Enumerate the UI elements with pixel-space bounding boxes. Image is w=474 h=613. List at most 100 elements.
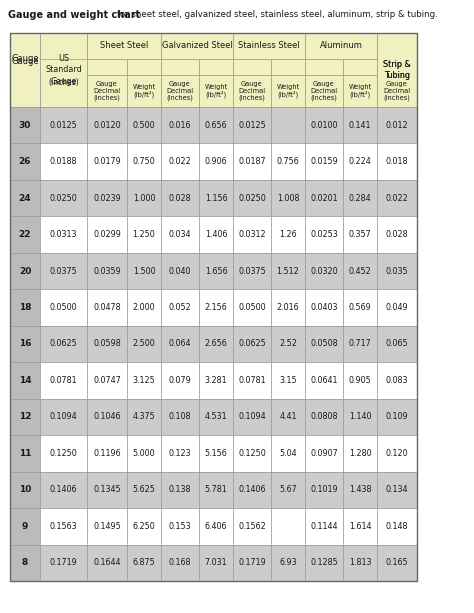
- Text: 0.1345: 0.1345: [93, 485, 121, 494]
- Bar: [87, 362, 127, 398]
- Text: 0.134: 0.134: [386, 485, 408, 494]
- Text: 0.1250: 0.1250: [50, 449, 77, 458]
- Bar: [233, 435, 271, 471]
- Bar: [271, 471, 305, 508]
- Bar: [271, 216, 305, 253]
- Text: Weight
(lb/ft²): Weight (lb/ft²): [276, 83, 300, 98]
- Text: 2.52: 2.52: [279, 340, 297, 349]
- Text: 0.1094: 0.1094: [238, 413, 266, 421]
- Bar: [40, 362, 87, 398]
- Bar: [199, 107, 233, 143]
- Bar: [271, 435, 305, 471]
- Bar: [305, 216, 343, 253]
- Bar: [10, 398, 40, 435]
- Bar: [161, 508, 199, 544]
- Text: 3.125: 3.125: [133, 376, 155, 385]
- Text: 1.813: 1.813: [349, 558, 371, 567]
- Bar: [40, 59, 87, 107]
- Text: 0.016: 0.016: [169, 121, 191, 130]
- Bar: [343, 471, 377, 508]
- Bar: [233, 59, 271, 75]
- Text: 0.1250: 0.1250: [238, 449, 266, 458]
- Bar: [161, 216, 199, 253]
- Text: 30: 30: [19, 121, 31, 130]
- Text: 0.034: 0.034: [169, 230, 191, 239]
- Bar: [377, 216, 417, 253]
- Bar: [127, 508, 161, 544]
- Text: 0.109: 0.109: [386, 413, 408, 421]
- Bar: [199, 435, 233, 471]
- Bar: [10, 33, 417, 581]
- Bar: [271, 75, 305, 107]
- Bar: [87, 59, 127, 75]
- Bar: [305, 33, 377, 59]
- Text: 2.656: 2.656: [205, 340, 228, 349]
- Text: 1.140: 1.140: [349, 413, 371, 421]
- Text: 0.1495: 0.1495: [93, 522, 121, 531]
- Bar: [377, 33, 417, 107]
- Bar: [161, 289, 199, 326]
- Text: 14: 14: [18, 376, 31, 385]
- Bar: [87, 289, 127, 326]
- Bar: [305, 471, 343, 508]
- Bar: [87, 398, 127, 435]
- Bar: [343, 180, 377, 216]
- Bar: [233, 544, 271, 581]
- Text: 0.0375: 0.0375: [238, 267, 266, 276]
- Bar: [161, 59, 199, 75]
- Text: 0.0250: 0.0250: [238, 194, 266, 203]
- Bar: [377, 362, 417, 398]
- Text: 11: 11: [19, 449, 31, 458]
- Bar: [343, 107, 377, 143]
- Text: Weight
(lb/ft²): Weight (lb/ft²): [132, 83, 155, 98]
- Bar: [343, 253, 377, 289]
- Text: 0.052: 0.052: [169, 303, 191, 312]
- Bar: [87, 75, 127, 107]
- Text: 1.614: 1.614: [349, 522, 371, 531]
- Text: 0.0299: 0.0299: [93, 230, 121, 239]
- Text: 0.168: 0.168: [169, 558, 191, 567]
- Text: Gauge
Decimal
(inches): Gauge Decimal (inches): [238, 81, 265, 101]
- Text: 0.0239: 0.0239: [93, 194, 121, 203]
- Bar: [127, 289, 161, 326]
- Bar: [199, 398, 233, 435]
- Text: 0.0808: 0.0808: [310, 413, 338, 421]
- Bar: [271, 326, 305, 362]
- Text: 0.0100: 0.0100: [310, 121, 338, 130]
- Bar: [343, 435, 377, 471]
- Bar: [377, 33, 417, 107]
- Text: 0.0179: 0.0179: [93, 157, 121, 166]
- Bar: [127, 362, 161, 398]
- Bar: [271, 398, 305, 435]
- Text: 0.905: 0.905: [348, 376, 371, 385]
- Bar: [271, 59, 305, 75]
- Bar: [377, 253, 417, 289]
- Bar: [127, 471, 161, 508]
- Bar: [199, 362, 233, 398]
- Bar: [199, 508, 233, 544]
- Text: 0.049: 0.049: [386, 303, 408, 312]
- Text: 0.0375: 0.0375: [50, 267, 77, 276]
- Bar: [87, 253, 127, 289]
- Text: 5.156: 5.156: [205, 449, 228, 458]
- Bar: [343, 544, 377, 581]
- Text: 0.0500: 0.0500: [50, 303, 77, 312]
- Text: 6.93: 6.93: [279, 558, 297, 567]
- Bar: [127, 107, 161, 143]
- Text: 0.148: 0.148: [386, 522, 408, 531]
- Text: 0.1144: 0.1144: [310, 522, 338, 531]
- Bar: [233, 326, 271, 362]
- Bar: [40, 398, 87, 435]
- Bar: [40, 143, 87, 180]
- Text: 0.108: 0.108: [169, 413, 191, 421]
- Bar: [10, 107, 40, 143]
- Bar: [10, 33, 40, 107]
- Bar: [305, 508, 343, 544]
- Text: Gauge
Decimal
(inches): Gauge Decimal (inches): [93, 81, 120, 101]
- Text: 0.083: 0.083: [386, 376, 408, 385]
- Bar: [343, 216, 377, 253]
- Bar: [377, 471, 417, 508]
- Text: 0.0201: 0.0201: [310, 194, 338, 203]
- Text: 0.0625: 0.0625: [238, 340, 266, 349]
- Bar: [343, 75, 377, 107]
